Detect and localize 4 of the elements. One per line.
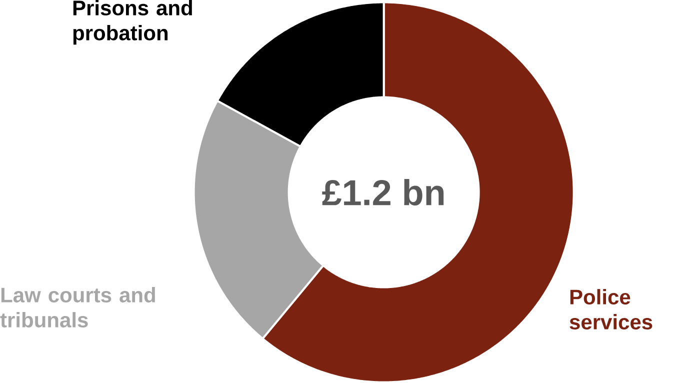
slice-label: Police services [570, 288, 652, 330]
text: £1.2 bn [322, 178, 444, 206]
slice-label: Law courts and tribunals [0, 286, 155, 328]
slice-label: Prisons and probation [73, 0, 192, 44]
